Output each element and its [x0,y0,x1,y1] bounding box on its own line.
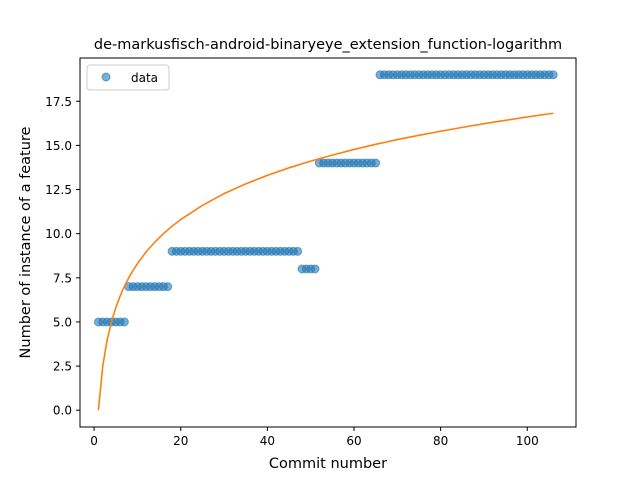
legend-marker [101,72,111,82]
y-tick-label: 17.5 [45,95,72,109]
data-point [293,246,303,256]
fit-line [97,112,554,411]
y-tick-label: 5.0 [53,315,72,329]
x-axis-ticks: 0 20 40 60 80 100 [90,427,539,448]
x-axis-label: Commit number [269,456,387,472]
y-axis-ticks: 0.0 2.5 5.0 7.5 10.0 12.5 15.0 17.5 [45,95,80,418]
plot-area [93,70,558,411]
y-tick-label: 15.0 [45,139,72,153]
x-tick-label: 60 [346,434,361,448]
y-tick-label: 0.0 [53,404,72,418]
x-tick-label: 20 [173,434,188,448]
data-point [119,317,129,327]
plot-frame [79,57,577,428]
data-point [163,282,173,292]
data-point [548,70,558,80]
x-tick-label: 40 [260,434,275,448]
y-tick-label: 2.5 [53,360,72,374]
x-tick-label: 80 [433,434,448,448]
chart-title: de-markusfisch-android-binaryeye_extensi… [94,37,562,53]
y-tick-label: 12.5 [45,183,72,197]
data-point [310,264,320,274]
y-axis-label: Number of instance of a feature [18,126,34,358]
x-tick-label: 0 [90,434,98,448]
legend-box [86,64,170,91]
legend: data [86,64,170,91]
legend-label: data [131,71,158,85]
data-point [371,158,381,168]
x-tick-label: 100 [516,434,539,448]
y-tick-label: 10.0 [45,227,72,241]
y-tick-label: 7.5 [53,271,72,285]
